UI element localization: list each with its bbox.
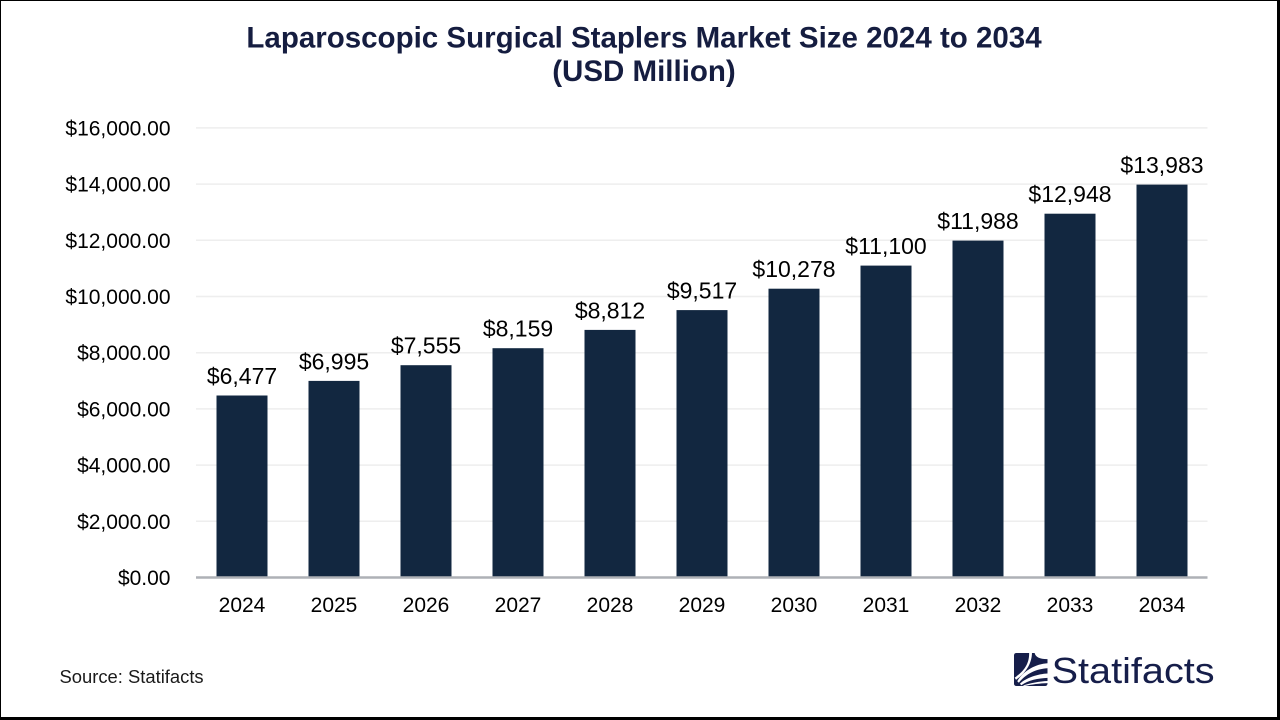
- svg-text:$6,000.00: $6,000.00: [77, 398, 170, 421]
- svg-text:$0.00: $0.00: [118, 567, 171, 590]
- svg-text:$8,159: $8,159: [483, 316, 553, 342]
- svg-text:2032: 2032: [955, 594, 1002, 617]
- svg-text:$2,000.00: $2,000.00: [77, 511, 170, 534]
- svg-text:Laparoscopic Surgical Staplers: Laparoscopic Surgical Staplers Market Si…: [246, 21, 1042, 54]
- svg-text:$6,477: $6,477: [207, 363, 277, 389]
- svg-text:$11,988: $11,988: [937, 208, 1018, 234]
- svg-text:$9,517: $9,517: [667, 278, 737, 304]
- svg-text:(USD Million): (USD Million): [552, 55, 736, 88]
- svg-text:Statifacts: Statifacts: [1052, 650, 1215, 691]
- svg-text:2031: 2031: [863, 594, 910, 617]
- svg-text:$14,000.00: $14,000.00: [65, 174, 170, 197]
- svg-text:$6,995: $6,995: [299, 348, 369, 374]
- svg-text:$10,278: $10,278: [752, 256, 835, 282]
- svg-text:2025: 2025: [311, 594, 358, 617]
- svg-text:2033: 2033: [1047, 594, 1094, 617]
- svg-text:$4,000.00: $4,000.00: [77, 455, 170, 478]
- svg-text:2026: 2026: [403, 594, 450, 617]
- svg-text:$8,000.00: $8,000.00: [77, 342, 170, 365]
- svg-text:2029: 2029: [679, 594, 726, 617]
- svg-text:$10,000.00: $10,000.00: [65, 286, 170, 309]
- svg-text:2034: 2034: [1139, 594, 1186, 617]
- svg-text:$16,000.00: $16,000.00: [65, 117, 170, 140]
- svg-text:$12,000.00: $12,000.00: [65, 230, 170, 253]
- svg-text:$7,555: $7,555: [391, 333, 461, 359]
- svg-text:2024: 2024: [219, 594, 266, 617]
- svg-text:Source: Statifacts: Source: Statifacts: [60, 666, 204, 687]
- svg-text:2027: 2027: [495, 594, 542, 617]
- svg-text:2028: 2028: [587, 594, 634, 617]
- svg-text:$8,812: $8,812: [575, 297, 645, 323]
- svg-text:$13,983: $13,983: [1120, 152, 1203, 178]
- svg-text:2030: 2030: [771, 594, 818, 617]
- svg-text:$12,948: $12,948: [1028, 181, 1111, 207]
- svg-text:$11,100: $11,100: [845, 233, 926, 259]
